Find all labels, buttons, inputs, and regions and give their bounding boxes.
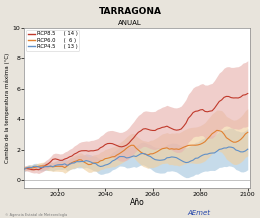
Text: TARRAGONA: TARRAGONA: [99, 7, 161, 15]
Text: AEmet: AEmet: [187, 210, 210, 216]
Text: ANUAL: ANUAL: [118, 20, 142, 26]
Text: © Agencia Estatal de Meteorología: © Agencia Estatal de Meteorología: [5, 213, 67, 217]
X-axis label: Año: Año: [130, 198, 145, 207]
Legend: RCP8.5     ( 14 ), RCP6.0     (  6 ), RCP4.5     ( 13 ): RCP8.5 ( 14 ), RCP6.0 ( 6 ), RCP4.5 ( 13…: [26, 30, 80, 51]
Y-axis label: Cambio de la temperatura máxima (°C): Cambio de la temperatura máxima (°C): [4, 53, 10, 163]
